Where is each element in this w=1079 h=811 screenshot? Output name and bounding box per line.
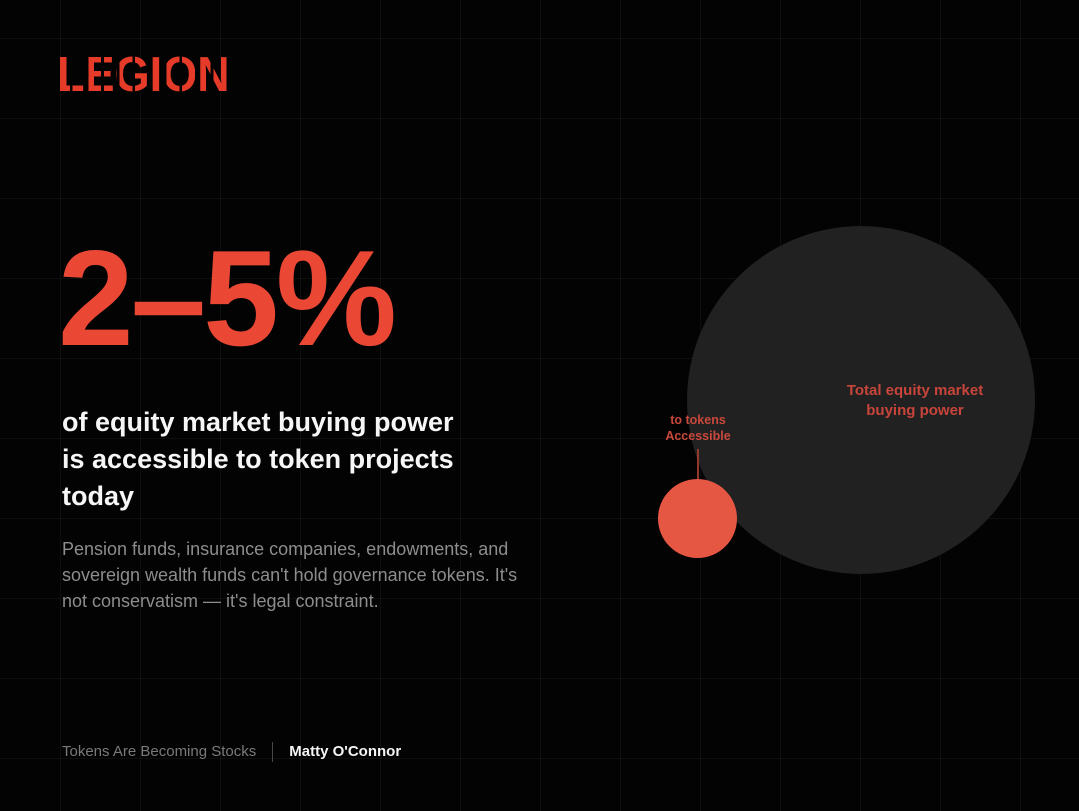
label-connector-line	[697, 449, 699, 479]
stat-subhead-line: is accessible to token projects	[62, 444, 454, 474]
supporting-text: Pension funds, insurance companies, endo…	[62, 536, 517, 614]
stat-subhead-line: today	[62, 481, 135, 511]
stat-subhead-line: of equity market buying power	[62, 407, 454, 437]
deck-title: Tokens Are Becoming Stocks	[62, 743, 257, 760]
supporting-text-line: Pension funds, insurance companies, endo…	[62, 539, 509, 559]
footer-divider	[272, 742, 274, 762]
accessible-label-line: to tokens	[670, 413, 726, 427]
footer: Tokens Are Becoming Stocks Matty O'Conno…	[62, 742, 401, 762]
stat-subhead: of equity market buying power is accessi…	[62, 404, 454, 515]
supporting-text-line: sovereign wealth funds can't hold govern…	[62, 565, 518, 585]
accessible-label: to tokens Accessible	[642, 413, 754, 444]
total-market-label-line: Total equity market	[846, 382, 984, 399]
accessible-label-line: Accessible	[665, 428, 731, 443]
accessible-circle	[658, 479, 737, 558]
total-market-label-line: buying power	[866, 401, 964, 419]
supporting-text-line: not conservatism — it's legal constraint…	[62, 591, 379, 611]
legion-logo: LEGION	[57, 48, 230, 102]
total-market-circle	[687, 226, 1035, 574]
stat-headline: 2–5%	[58, 222, 397, 374]
author-name: Matty O'Connor	[289, 743, 402, 760]
total-market-label: Total equity market buying power	[805, 381, 1025, 420]
